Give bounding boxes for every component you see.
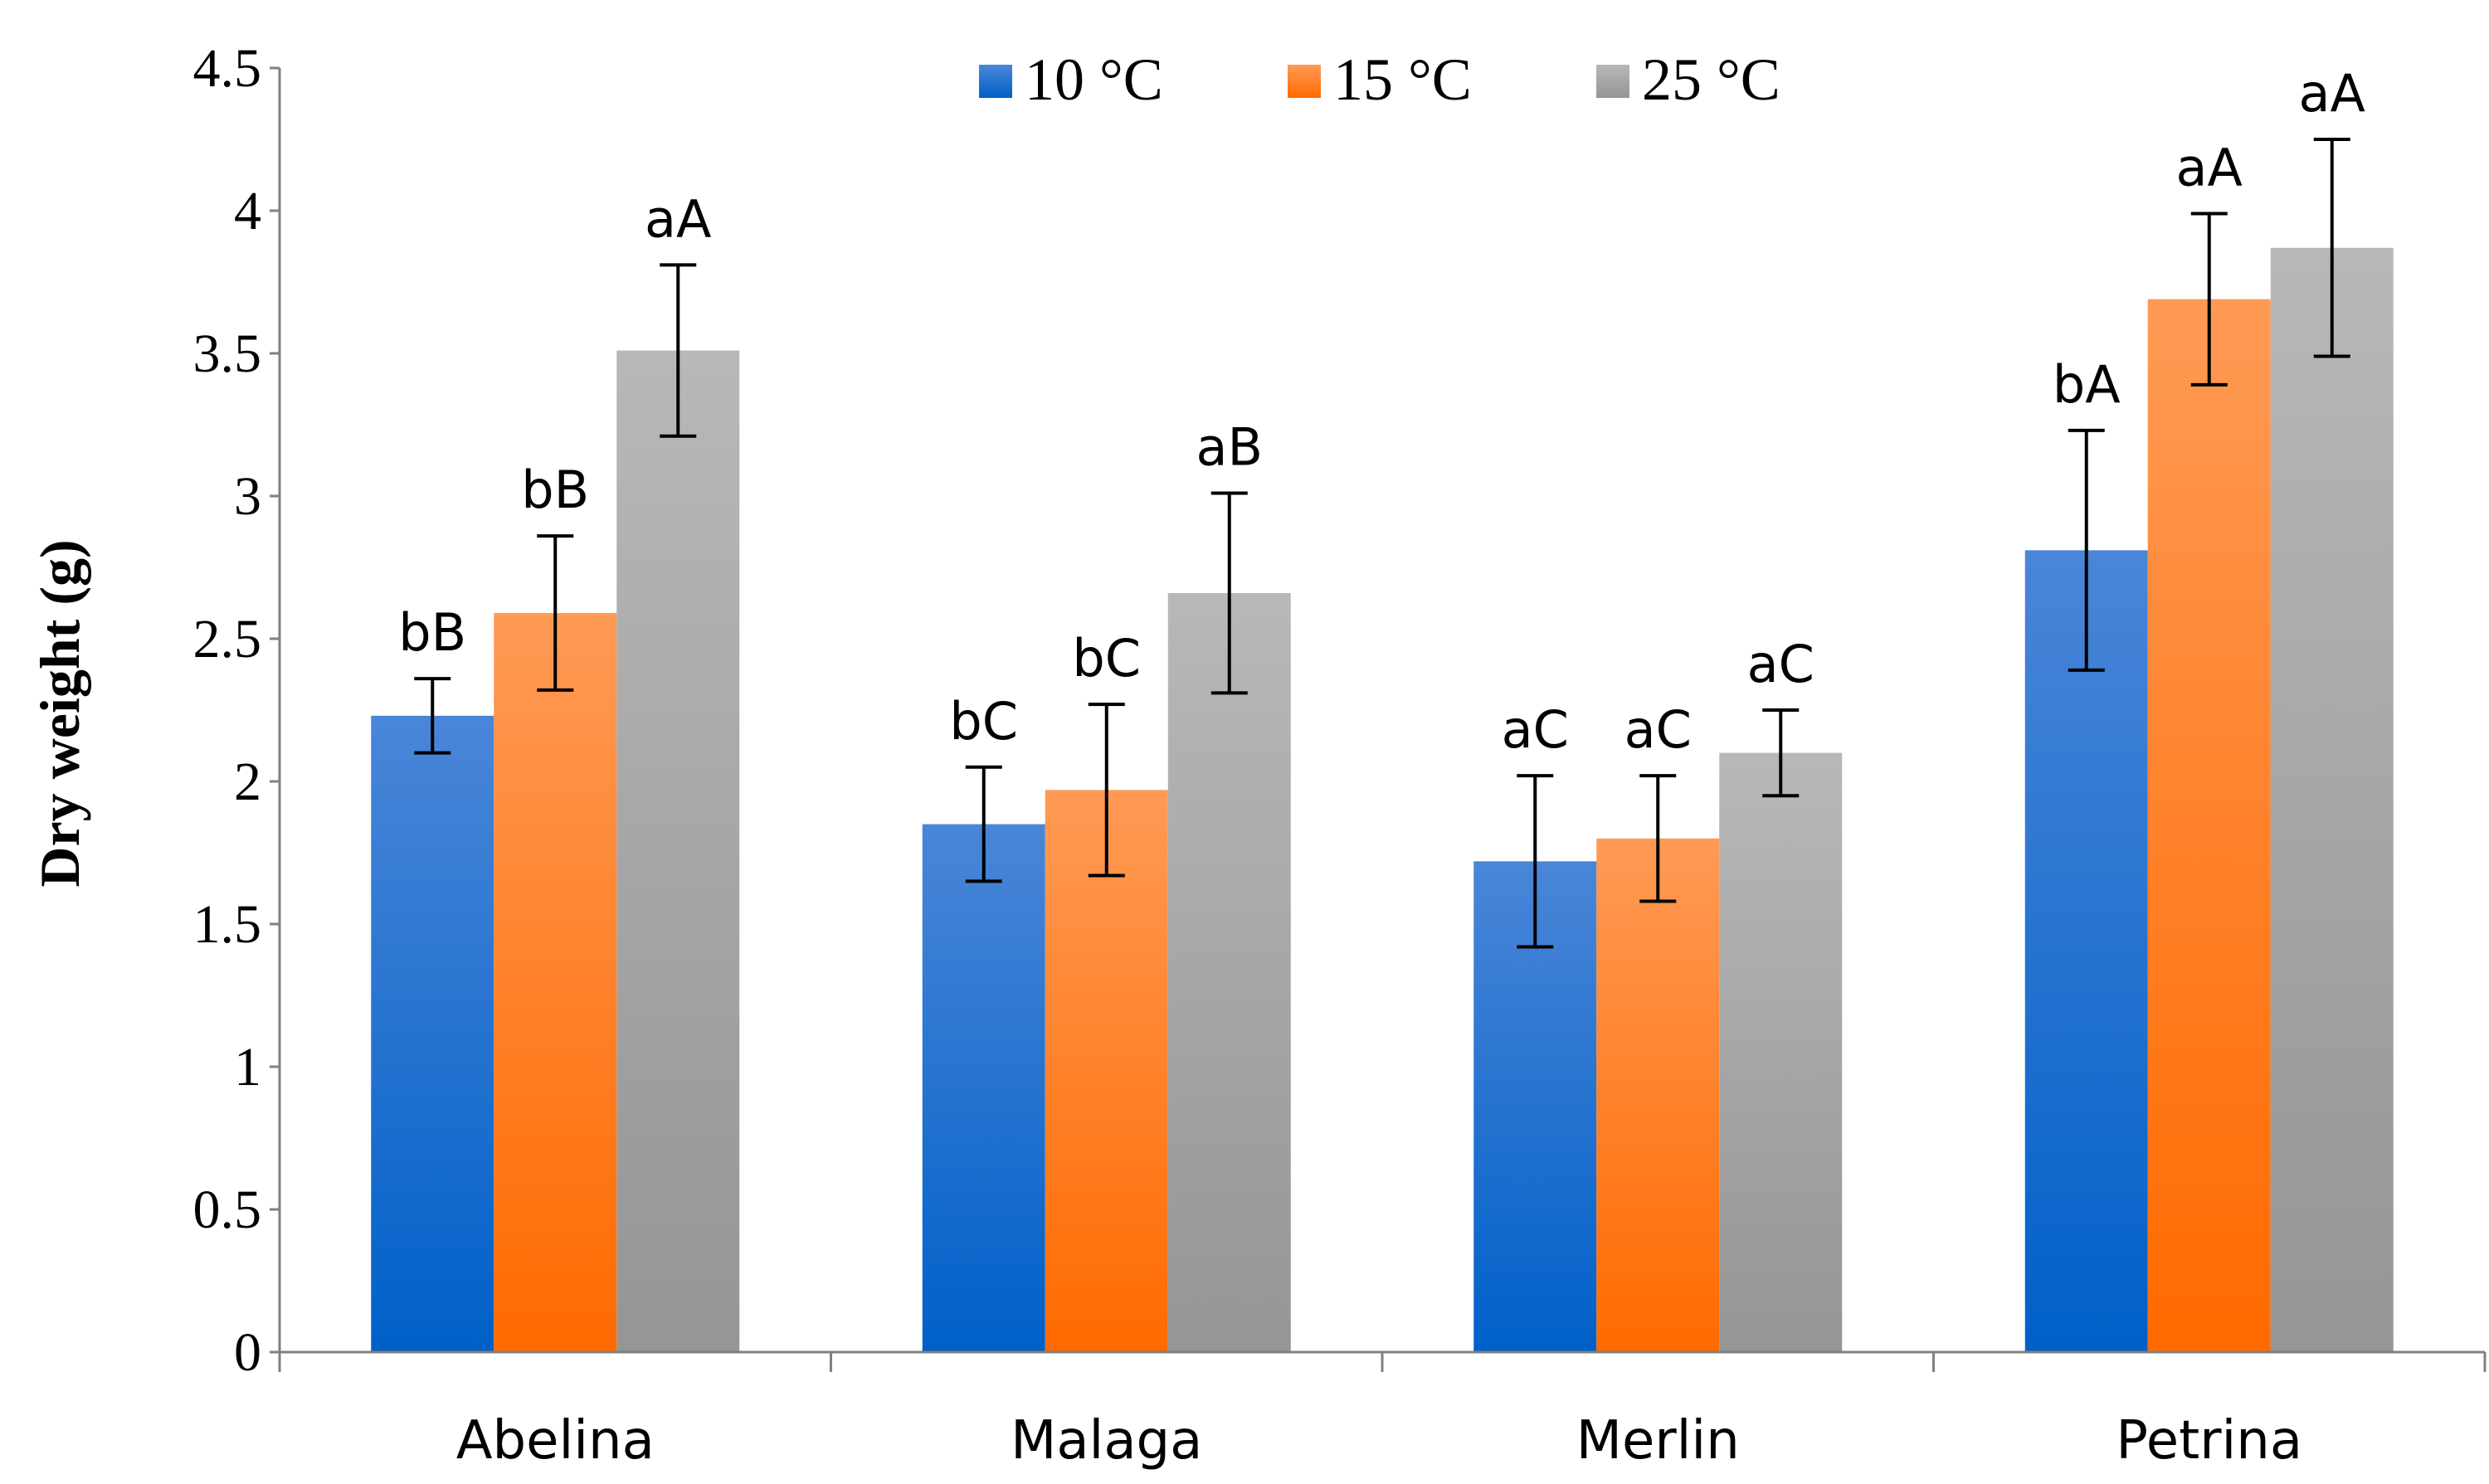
y-tick-label: 0.5 — [193, 1180, 262, 1240]
series-1: bB bC aC aA — [494, 137, 2271, 1352]
bar — [2270, 247, 2394, 1353]
legend-swatch — [1596, 65, 1629, 98]
significance-label: bB — [521, 460, 589, 520]
legend-swatch — [1288, 65, 1321, 98]
y-tick-label: 1 — [234, 1037, 261, 1097]
x-tick-label: Merlin — [1576, 1410, 1740, 1472]
axes — [278, 68, 2487, 1372]
x-tick-label: Malaga — [1011, 1410, 1202, 1472]
y-tick-label: 4.5 — [193, 38, 262, 99]
y-axis-label: Dry weight (g) — [28, 539, 91, 887]
y-axis-ticks: 0 0.5 1 1.5 2 2.5 3 3.5 4 4.5 — [193, 38, 280, 1383]
significance-label: aB — [1196, 417, 1263, 478]
legend-item: 15 °C — [1288, 46, 1472, 113]
significance-label: aC — [1747, 634, 1814, 694]
y-axis-label-group: Dry weight (g) — [28, 539, 91, 887]
bar — [1719, 752, 1843, 1352]
series-2: aA aB aC aA — [616, 63, 2394, 1353]
significance-label: bA — [2053, 354, 2121, 415]
significance-label: bC — [949, 691, 1018, 752]
bar — [2147, 299, 2271, 1352]
significance-label: bC — [1072, 628, 1141, 688]
significance-label: aA — [2299, 63, 2365, 124]
bar — [1167, 592, 1291, 1352]
y-tick-label: 4 — [234, 181, 261, 241]
legend: 10 °C 15 °C 25 °C — [979, 46, 1780, 113]
y-tick-label: 2.5 — [193, 609, 262, 669]
legend-item: 25 °C — [1596, 46, 1780, 113]
significance-label: aC — [1624, 699, 1692, 760]
x-tick-label: Petrina — [2116, 1410, 2302, 1472]
bar — [616, 350, 740, 1352]
legend-label: 10 °C — [1025, 46, 1163, 113]
bar — [1045, 790, 1168, 1352]
x-tick-label: Abelina — [456, 1410, 655, 1472]
x-axis-ticks: Abelina Malaga Merlin Petrina — [456, 1410, 2302, 1472]
y-tick-label: 3 — [234, 466, 261, 527]
y-tick-label: 1.5 — [193, 894, 262, 955]
legend-label: 15 °C — [1333, 46, 1472, 113]
bar — [371, 715, 494, 1352]
legend-swatch — [979, 65, 1012, 98]
significance-label: aA — [2176, 137, 2243, 197]
significance-label: aC — [1502, 699, 1569, 760]
bar — [494, 613, 617, 1352]
y-tick-label: 0 — [234, 1322, 261, 1383]
legend-item: 10 °C — [979, 46, 1163, 113]
bar-series: bB bC aC bA bB bC aC aA aA aB aC aA — [371, 63, 2394, 1353]
y-tick-label: 3.5 — [193, 324, 262, 384]
y-tick-label: 2 — [234, 752, 261, 812]
bar — [1596, 838, 1720, 1352]
significance-label: aA — [645, 188, 711, 249]
significance-label: bB — [398, 602, 466, 663]
series-0: bB bC aC bA — [371, 354, 2148, 1352]
bar — [2024, 550, 2148, 1352]
legend-label: 25 °C — [1642, 46, 1780, 113]
bar — [922, 824, 1045, 1352]
